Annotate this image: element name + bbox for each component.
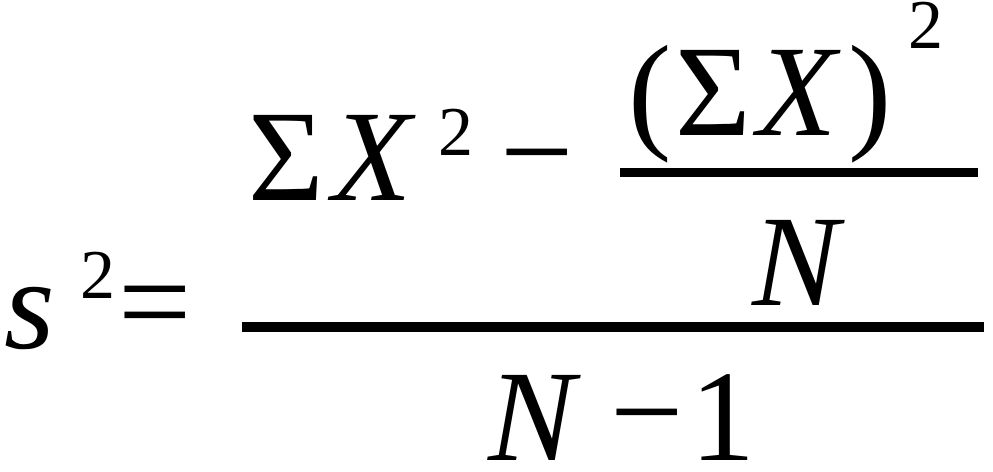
inner-exponent: 2 (908, 0, 943, 64)
numerator-term-variable: X (327, 85, 416, 229)
lhs-exponent: 2 (80, 237, 115, 314)
numerator-minus: − (500, 80, 573, 224)
inner-close-paren: ) (848, 20, 891, 164)
inner-sum-symbol: Σ (675, 20, 751, 164)
inner-fraction-bar (620, 168, 978, 177)
equals-sign: = (118, 230, 191, 374)
main-fraction-bar (242, 322, 984, 332)
denominator-constant: 1 (690, 345, 755, 467)
numerator-sum-symbol: Σ (248, 85, 324, 229)
numerator-term-exponent: 2 (438, 94, 473, 171)
inner-variable: X (752, 20, 841, 164)
inner-denominator: N (751, 190, 845, 334)
denominator-variable: N (487, 345, 581, 467)
lhs-variable: s (4, 233, 55, 377)
denominator-minus: − (610, 340, 683, 467)
inner-open-paren: ( (628, 20, 671, 164)
